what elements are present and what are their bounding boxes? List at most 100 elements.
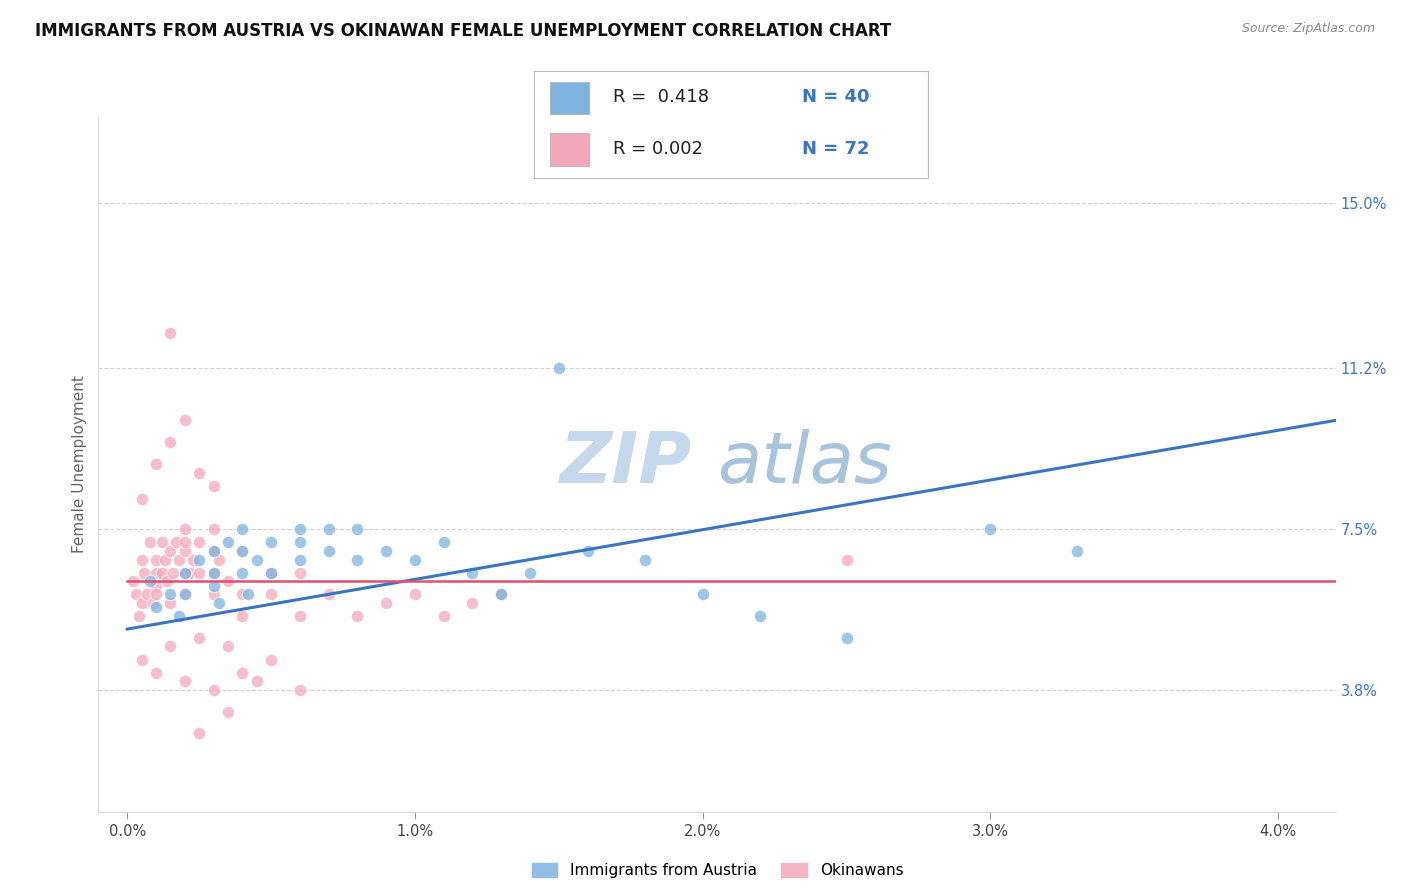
Point — [404, 552, 426, 566]
Point — [173, 587, 195, 601]
Point — [131, 652, 153, 666]
Point — [231, 522, 253, 536]
Point — [288, 609, 311, 624]
Point — [159, 596, 181, 610]
Point — [433, 609, 456, 624]
Point — [145, 579, 167, 593]
Point — [188, 726, 211, 740]
Point — [188, 631, 211, 645]
Point — [433, 535, 456, 549]
Point — [173, 522, 195, 536]
Point — [188, 466, 211, 480]
Point — [288, 522, 311, 536]
Point — [150, 535, 173, 549]
Point — [122, 574, 145, 589]
Point — [183, 552, 205, 566]
Text: N = 40: N = 40 — [801, 88, 869, 106]
Point — [202, 579, 225, 593]
Point — [145, 552, 167, 566]
Point — [131, 596, 153, 610]
Point — [173, 566, 195, 580]
Point — [346, 552, 368, 566]
Point — [260, 652, 283, 666]
Point — [835, 552, 858, 566]
Point — [217, 705, 239, 719]
Point — [217, 574, 239, 589]
Point — [491, 587, 513, 601]
Point — [318, 587, 340, 601]
Point — [576, 543, 599, 558]
Point — [208, 596, 231, 610]
Point — [145, 587, 167, 601]
Point — [1066, 543, 1088, 558]
Point — [159, 640, 181, 654]
Point — [202, 522, 225, 536]
Point — [260, 587, 283, 601]
Legend: Immigrants from Austria, Okinawans: Immigrants from Austria, Okinawans — [524, 856, 910, 884]
Point — [246, 674, 269, 689]
Point — [202, 543, 225, 558]
Point — [260, 566, 283, 580]
Point — [159, 435, 181, 450]
Point — [217, 640, 239, 654]
Point — [260, 535, 283, 549]
Point — [202, 587, 225, 601]
Point — [159, 587, 181, 601]
Text: N = 72: N = 72 — [801, 141, 869, 159]
Point — [202, 683, 225, 698]
FancyBboxPatch shape — [550, 82, 589, 114]
Point — [288, 535, 311, 549]
Point — [125, 587, 148, 601]
Point — [692, 587, 714, 601]
Text: atlas: atlas — [717, 429, 891, 499]
Text: R = 0.002: R = 0.002 — [613, 141, 703, 159]
Point — [139, 574, 162, 589]
Point — [156, 574, 179, 589]
Point — [318, 522, 340, 536]
Point — [346, 609, 368, 624]
Point — [835, 631, 858, 645]
Point — [153, 552, 176, 566]
Y-axis label: Female Unemployment: Female Unemployment — [72, 375, 87, 553]
Point — [202, 478, 225, 492]
Point — [404, 587, 426, 601]
Point — [288, 552, 311, 566]
Point — [145, 600, 167, 615]
Point — [749, 609, 772, 624]
Point — [246, 552, 269, 566]
Point — [491, 587, 513, 601]
Point — [461, 596, 484, 610]
Point — [375, 543, 398, 558]
Point — [165, 535, 187, 549]
Point — [173, 587, 195, 601]
Point — [173, 543, 195, 558]
Point — [236, 587, 259, 601]
Point — [202, 566, 225, 580]
Point — [231, 665, 253, 680]
Point — [167, 609, 190, 624]
Point — [231, 609, 253, 624]
Point — [208, 552, 231, 566]
Point — [150, 566, 173, 580]
Point — [318, 543, 340, 558]
Point — [142, 596, 165, 610]
Point — [547, 361, 569, 376]
Point — [131, 491, 153, 506]
Point — [979, 522, 1001, 536]
Point — [145, 566, 167, 580]
Text: Source: ZipAtlas.com: Source: ZipAtlas.com — [1241, 22, 1375, 36]
Point — [188, 566, 211, 580]
Point — [231, 543, 253, 558]
Point — [134, 566, 156, 580]
Point — [188, 552, 211, 566]
Point — [202, 566, 225, 580]
Point — [128, 609, 150, 624]
Text: ZIP: ZIP — [560, 429, 692, 499]
Point — [217, 535, 239, 549]
FancyBboxPatch shape — [550, 134, 589, 166]
Point — [288, 683, 311, 698]
Point — [231, 566, 253, 580]
Point — [159, 543, 181, 558]
Point — [288, 566, 311, 580]
Point — [139, 535, 162, 549]
